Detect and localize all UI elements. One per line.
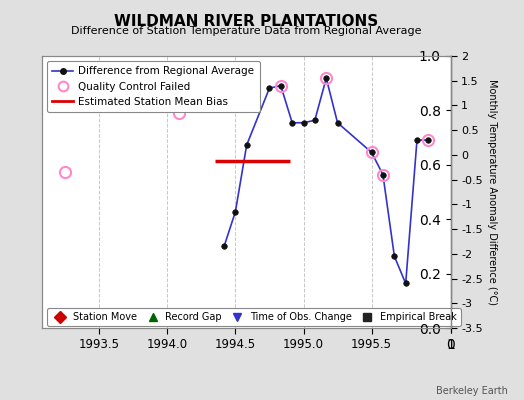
Text: Difference of Station Temperature Data from Regional Average: Difference of Station Temperature Data f… [71, 26, 421, 36]
Text: WILDMAN RIVER PLANTATIONS: WILDMAN RIVER PLANTATIONS [114, 14, 378, 29]
Text: Berkeley Earth: Berkeley Earth [436, 386, 508, 396]
Y-axis label: Monthly Temperature Anomaly Difference (°C): Monthly Temperature Anomaly Difference (… [487, 79, 497, 305]
Legend: Station Move, Record Gap, Time of Obs. Change, Empirical Break: Station Move, Record Gap, Time of Obs. C… [47, 308, 461, 326]
